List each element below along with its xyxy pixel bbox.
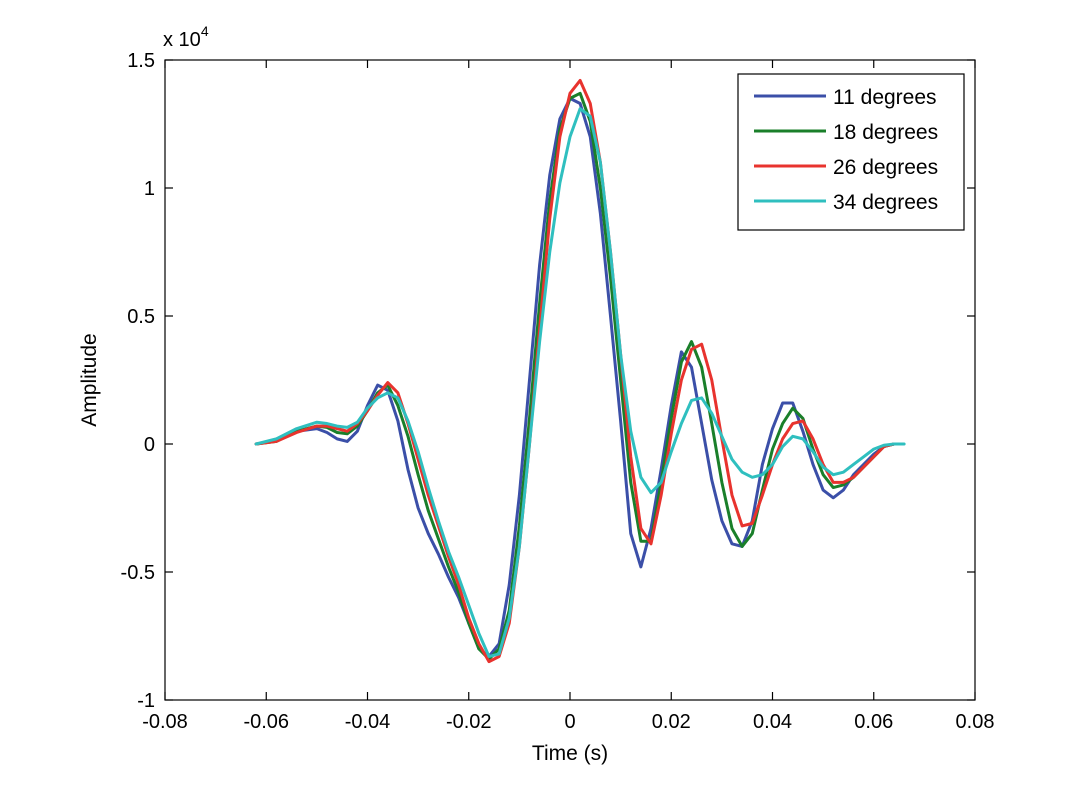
y-tick-label: -1 — [137, 690, 155, 712]
series-line-3 — [254, 78, 896, 664]
series-line-4 — [254, 107, 906, 658]
legend: 11 degrees 18 degrees 26 degrees 34 degrees — [737, 73, 965, 231]
x-tick-label: -0.08 — [142, 711, 188, 733]
x-tick-label: 0.06 — [854, 711, 893, 733]
legend-label-4: 34 degrees — [833, 191, 938, 214]
legend-box — [737, 73, 965, 231]
y-axis-label: Amplitude — [78, 333, 101, 426]
x-tick-label: -0.06 — [243, 711, 289, 733]
legend-label-1: 11 degrees — [833, 86, 937, 109]
series-layer — [254, 78, 906, 664]
x-tick-label: 0.02 — [652, 711, 691, 733]
x-tick-label: 0 — [564, 711, 575, 733]
y-tick-label: 0.5 — [127, 306, 155, 328]
legend-label-2: 18 degrees — [833, 121, 938, 144]
x-axis-ticks: -0.08 -0.06 -0.04 -0.02 0 0.02 0.04 0.06 0.08 — [142, 60, 994, 733]
y-tick-label: -0.5 — [121, 562, 155, 584]
x-tick-label: -0.04 — [345, 711, 391, 733]
x-tick-label: 0.08 — [956, 711, 995, 733]
x-tick-label: 0.04 — [753, 711, 792, 733]
legend-label-3: 26 degrees — [833, 156, 938, 179]
y-axis-multiplier: x 104 — [163, 23, 209, 51]
y-tick-label: 1 — [144, 178, 155, 200]
x-axis-label: Time (s) — [532, 742, 608, 765]
x-tick-label: -0.02 — [446, 711, 492, 733]
y-axis-ticks: -1 -0.5 0 0.5 1 1.5 — [121, 50, 975, 712]
y-tick-label: 0 — [144, 434, 155, 456]
series-line-1 — [254, 96, 896, 658]
y-multiplier-exponent: 4 — [201, 23, 209, 39]
y-tick-label: 1.5 — [127, 50, 155, 72]
y-multiplier-base: x 104 — [163, 23, 209, 51]
